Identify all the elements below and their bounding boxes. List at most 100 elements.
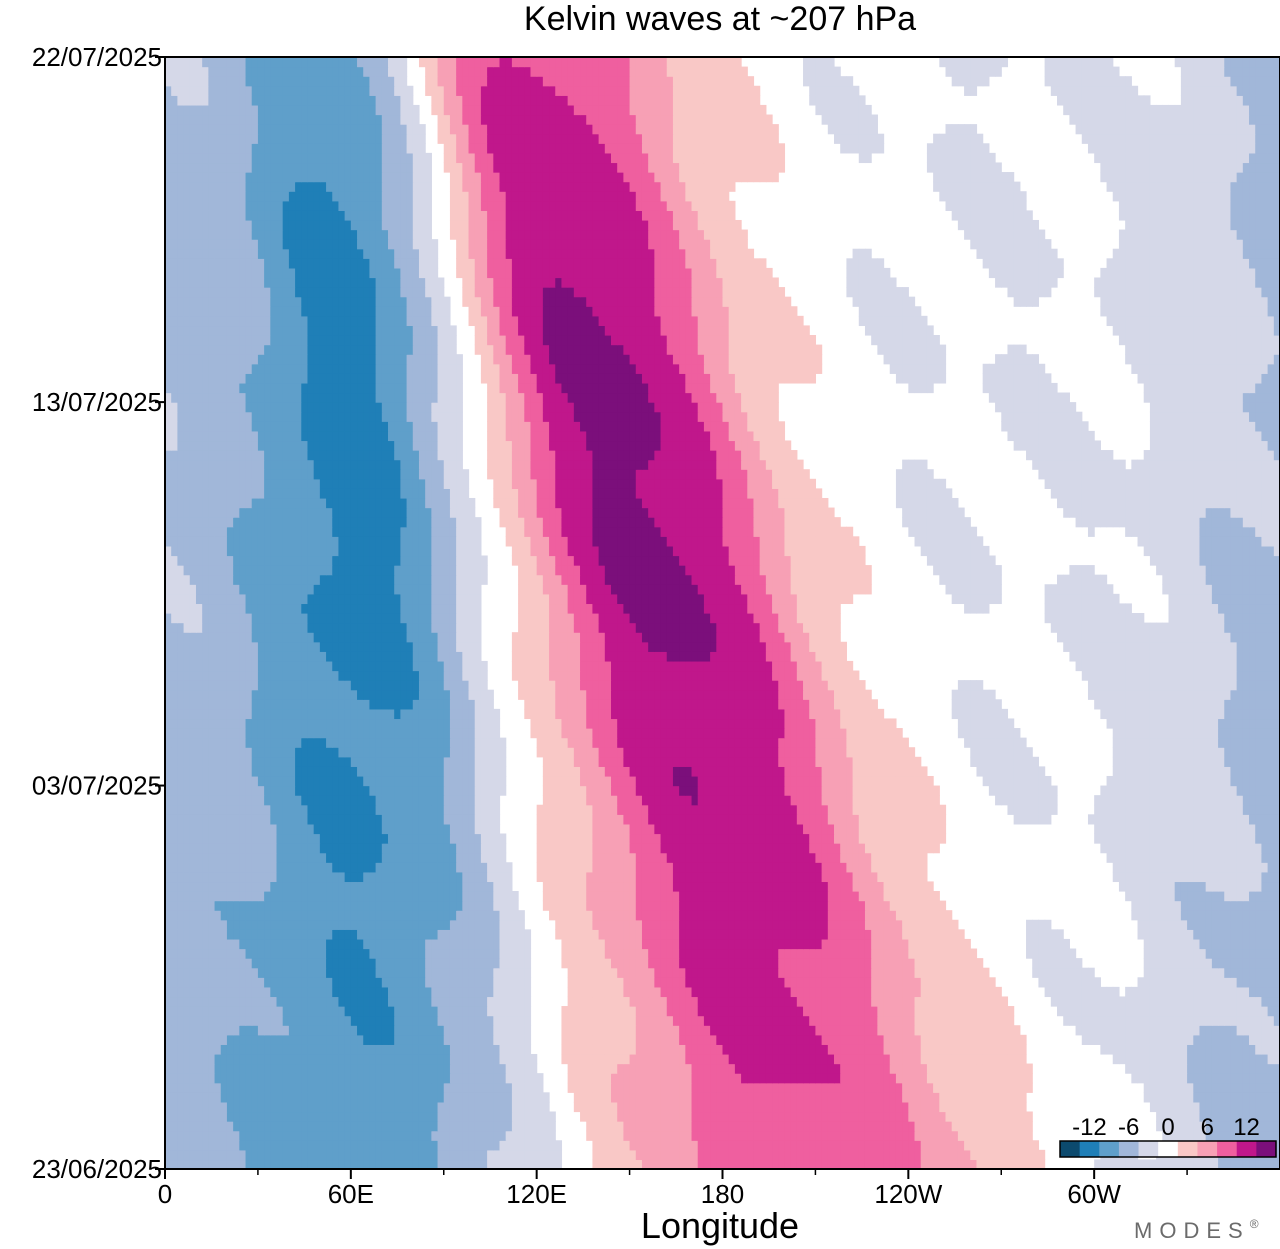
field-cell <box>1224 977 1232 988</box>
field-cell <box>264 919 271 930</box>
field-cell <box>555 929 563 940</box>
field-cell <box>431 1044 439 1055</box>
field-cell <box>431 977 439 988</box>
field-cell <box>301 1140 309 1151</box>
field-cell <box>226 1140 234 1151</box>
field-cell <box>388 977 395 988</box>
field-cell <box>1273 891 1280 902</box>
field-cell <box>654 1082 662 1093</box>
field-cell <box>586 938 594 950</box>
field-cell <box>759 977 767 988</box>
field-cell <box>363 1082 371 1093</box>
field-cell <box>803 1015 810 1026</box>
field-cell <box>288 1053 296 1065</box>
field-cell <box>431 1111 439 1122</box>
field-cell <box>1199 1159 1207 1169</box>
field-cell <box>381 919 389 930</box>
field-cell <box>319 919 327 930</box>
field-cell <box>778 977 786 988</box>
field-cell <box>858 1053 866 1065</box>
field-cell <box>332 1053 340 1065</box>
field-cell <box>722 1149 730 1161</box>
field-cell <box>400 1130 408 1141</box>
field-cell <box>177 1101 185 1113</box>
field-cell <box>319 1006 327 1017</box>
field-cell <box>449 871 457 883</box>
field-cell <box>1230 881 1238 892</box>
field-cell <box>394 900 401 911</box>
field-cell <box>703 1130 711 1141</box>
field-cell <box>666 1073 674 1084</box>
field-cell <box>611 1130 618 1141</box>
field-cell <box>220 1073 228 1084</box>
field-cell <box>233 948 240 959</box>
field-cell <box>908 958 916 969</box>
field-cell <box>846 929 854 940</box>
field-cell <box>964 967 971 978</box>
field-cell <box>1261 996 1269 1007</box>
field-cell <box>902 1121 909 1132</box>
field-cell <box>350 977 358 988</box>
field-cell <box>908 919 916 930</box>
field-cell <box>592 910 600 921</box>
field-cell <box>412 1111 420 1122</box>
field-cell <box>1187 1034 1194 1045</box>
field-cell <box>165 862 172 873</box>
field-cell <box>796 1101 804 1113</box>
field-cell <box>505 929 513 940</box>
field-cell <box>951 1111 959 1122</box>
field-cell <box>1205 1121 1213 1132</box>
field-cell <box>319 1111 327 1122</box>
field-cell <box>493 1025 501 1036</box>
field-cell <box>840 977 847 988</box>
field-cell <box>1174 1073 1182 1084</box>
field-cell <box>400 977 408 988</box>
field-cell <box>1218 948 1225 959</box>
field-cell <box>641 986 649 998</box>
field-cell <box>511 1073 519 1084</box>
field-cell <box>734 1073 742 1084</box>
field-cell <box>307 996 315 1007</box>
field-cell <box>524 967 532 978</box>
field-cell <box>1094 1034 1101 1045</box>
field-cell <box>202 986 209 998</box>
field-cell <box>468 1006 476 1017</box>
field-cell <box>623 967 631 978</box>
field-cell <box>611 881 618 892</box>
field-cell <box>803 1111 810 1122</box>
field-cell <box>474 1034 482 1045</box>
field-cell <box>518 919 525 930</box>
field-cell <box>456 948 463 959</box>
field-cell <box>1013 1092 1021 1103</box>
field-cell <box>1261 881 1269 892</box>
field-cell <box>493 1159 501 1169</box>
field-cell <box>641 871 649 883</box>
field-cell <box>1162 1101 1170 1113</box>
field-cell <box>815 919 823 930</box>
field-cell <box>326 900 333 911</box>
field-cell <box>344 891 352 902</box>
field-cell <box>586 958 594 969</box>
field-cell <box>418 1034 426 1045</box>
field-cell <box>982 1015 990 1026</box>
field-cell <box>1187 910 1194 921</box>
field-cell <box>388 1092 395 1103</box>
field-cell <box>369 1073 377 1084</box>
field-cell <box>1001 1149 1009 1161</box>
field-cell <box>852 919 860 930</box>
field-cell <box>623 919 631 930</box>
field-cell <box>350 881 358 892</box>
field-cell <box>809 919 817 930</box>
field-cell <box>449 1130 457 1141</box>
field-cell <box>1199 1092 1207 1103</box>
field-cell <box>1026 1130 1033 1141</box>
field-cell <box>338 1130 346 1141</box>
field-cell <box>728 1006 736 1017</box>
field-cell <box>995 1149 1002 1161</box>
field-cell <box>883 1111 891 1122</box>
field-cell <box>970 1121 978 1132</box>
field-cell <box>400 1082 408 1093</box>
field-cell <box>759 1025 767 1036</box>
field-cell <box>257 1006 265 1017</box>
field-cell <box>710 1053 717 1065</box>
